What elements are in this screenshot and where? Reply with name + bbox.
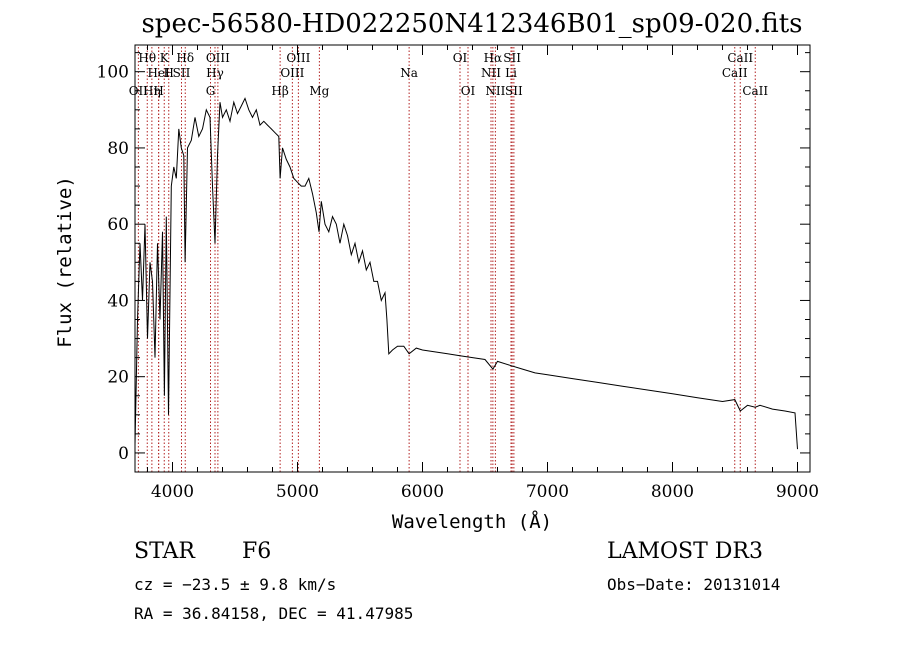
redshift-text: cz = −23.5 ± 9.8 km/s	[134, 575, 337, 594]
x-tick-label: 9000	[776, 482, 819, 502]
x-tick-label: 8000	[651, 482, 694, 502]
spectral-line-label: SII	[505, 84, 523, 98]
obs-date: Obs−Date: 20131014	[607, 575, 781, 594]
coordinates-text: RA = 36.84158, DEC = 41.47985	[134, 604, 414, 623]
y-tick-label: 100	[97, 63, 129, 83]
y-tick-label: 0	[118, 444, 129, 464]
spectral-line-label: OIII	[206, 51, 230, 65]
spectral-line-label: Hα	[484, 51, 503, 65]
chart-title: spec-56580-HD022250N412346B01_sp09-020.f…	[141, 9, 802, 39]
spectral-line-label: H	[164, 66, 174, 80]
x-tick-label: 6000	[401, 482, 444, 502]
spectral-line-label: Hδ	[176, 51, 194, 65]
spectral-line-label: NII	[485, 84, 505, 98]
spectral-line-label: Hβ	[271, 84, 288, 98]
spectral-line-label: Hθ	[138, 51, 156, 65]
spectral-line-label: Li	[505, 66, 517, 80]
spectral-line-label: Hγ	[206, 66, 224, 80]
y-tick-label: 40	[107, 291, 129, 311]
spectral-line-label: SII	[173, 66, 191, 80]
spectral-line-label: SII	[503, 51, 521, 65]
object-class: STAR	[134, 539, 195, 564]
spectral-line-label: CaII	[742, 84, 768, 98]
spectral-line-label: CaII	[727, 51, 753, 65]
y-tick-label: 80	[107, 139, 129, 159]
spectral-subclass: F6	[242, 539, 272, 564]
spectral-line-label: K	[160, 51, 170, 65]
spectral-line-label: OI	[461, 84, 476, 98]
survey-name: LAMOST DR3	[607, 539, 763, 564]
spectral-line-label: Na	[400, 66, 418, 80]
x-tick-label: 4000	[151, 482, 194, 502]
spectral-line-label: H	[153, 84, 163, 98]
x-axis-label: Wavelength (Å)	[392, 510, 552, 533]
spectral-line-label: G	[206, 84, 216, 98]
spectral-line-label: Mg	[309, 84, 329, 98]
y-axis-label: Flux (relative)	[54, 176, 76, 348]
spectral-line-label: OIII	[286, 51, 310, 65]
x-tick-label: 7000	[526, 482, 569, 502]
spectral-line-label: HeI	[147, 66, 170, 80]
spectral-line-label: OI	[453, 51, 468, 65]
spectral-line-label: Hη	[143, 84, 161, 98]
y-tick-label: 20	[107, 368, 129, 388]
spectral-line-label: CaII	[722, 66, 748, 80]
spectrum-line	[134, 97, 798, 450]
x-tick-label: 5000	[276, 482, 319, 502]
spectral-line-label: OIII	[280, 66, 304, 80]
spectral-line-label: NII	[481, 66, 501, 80]
y-tick-label: 60	[107, 215, 129, 235]
